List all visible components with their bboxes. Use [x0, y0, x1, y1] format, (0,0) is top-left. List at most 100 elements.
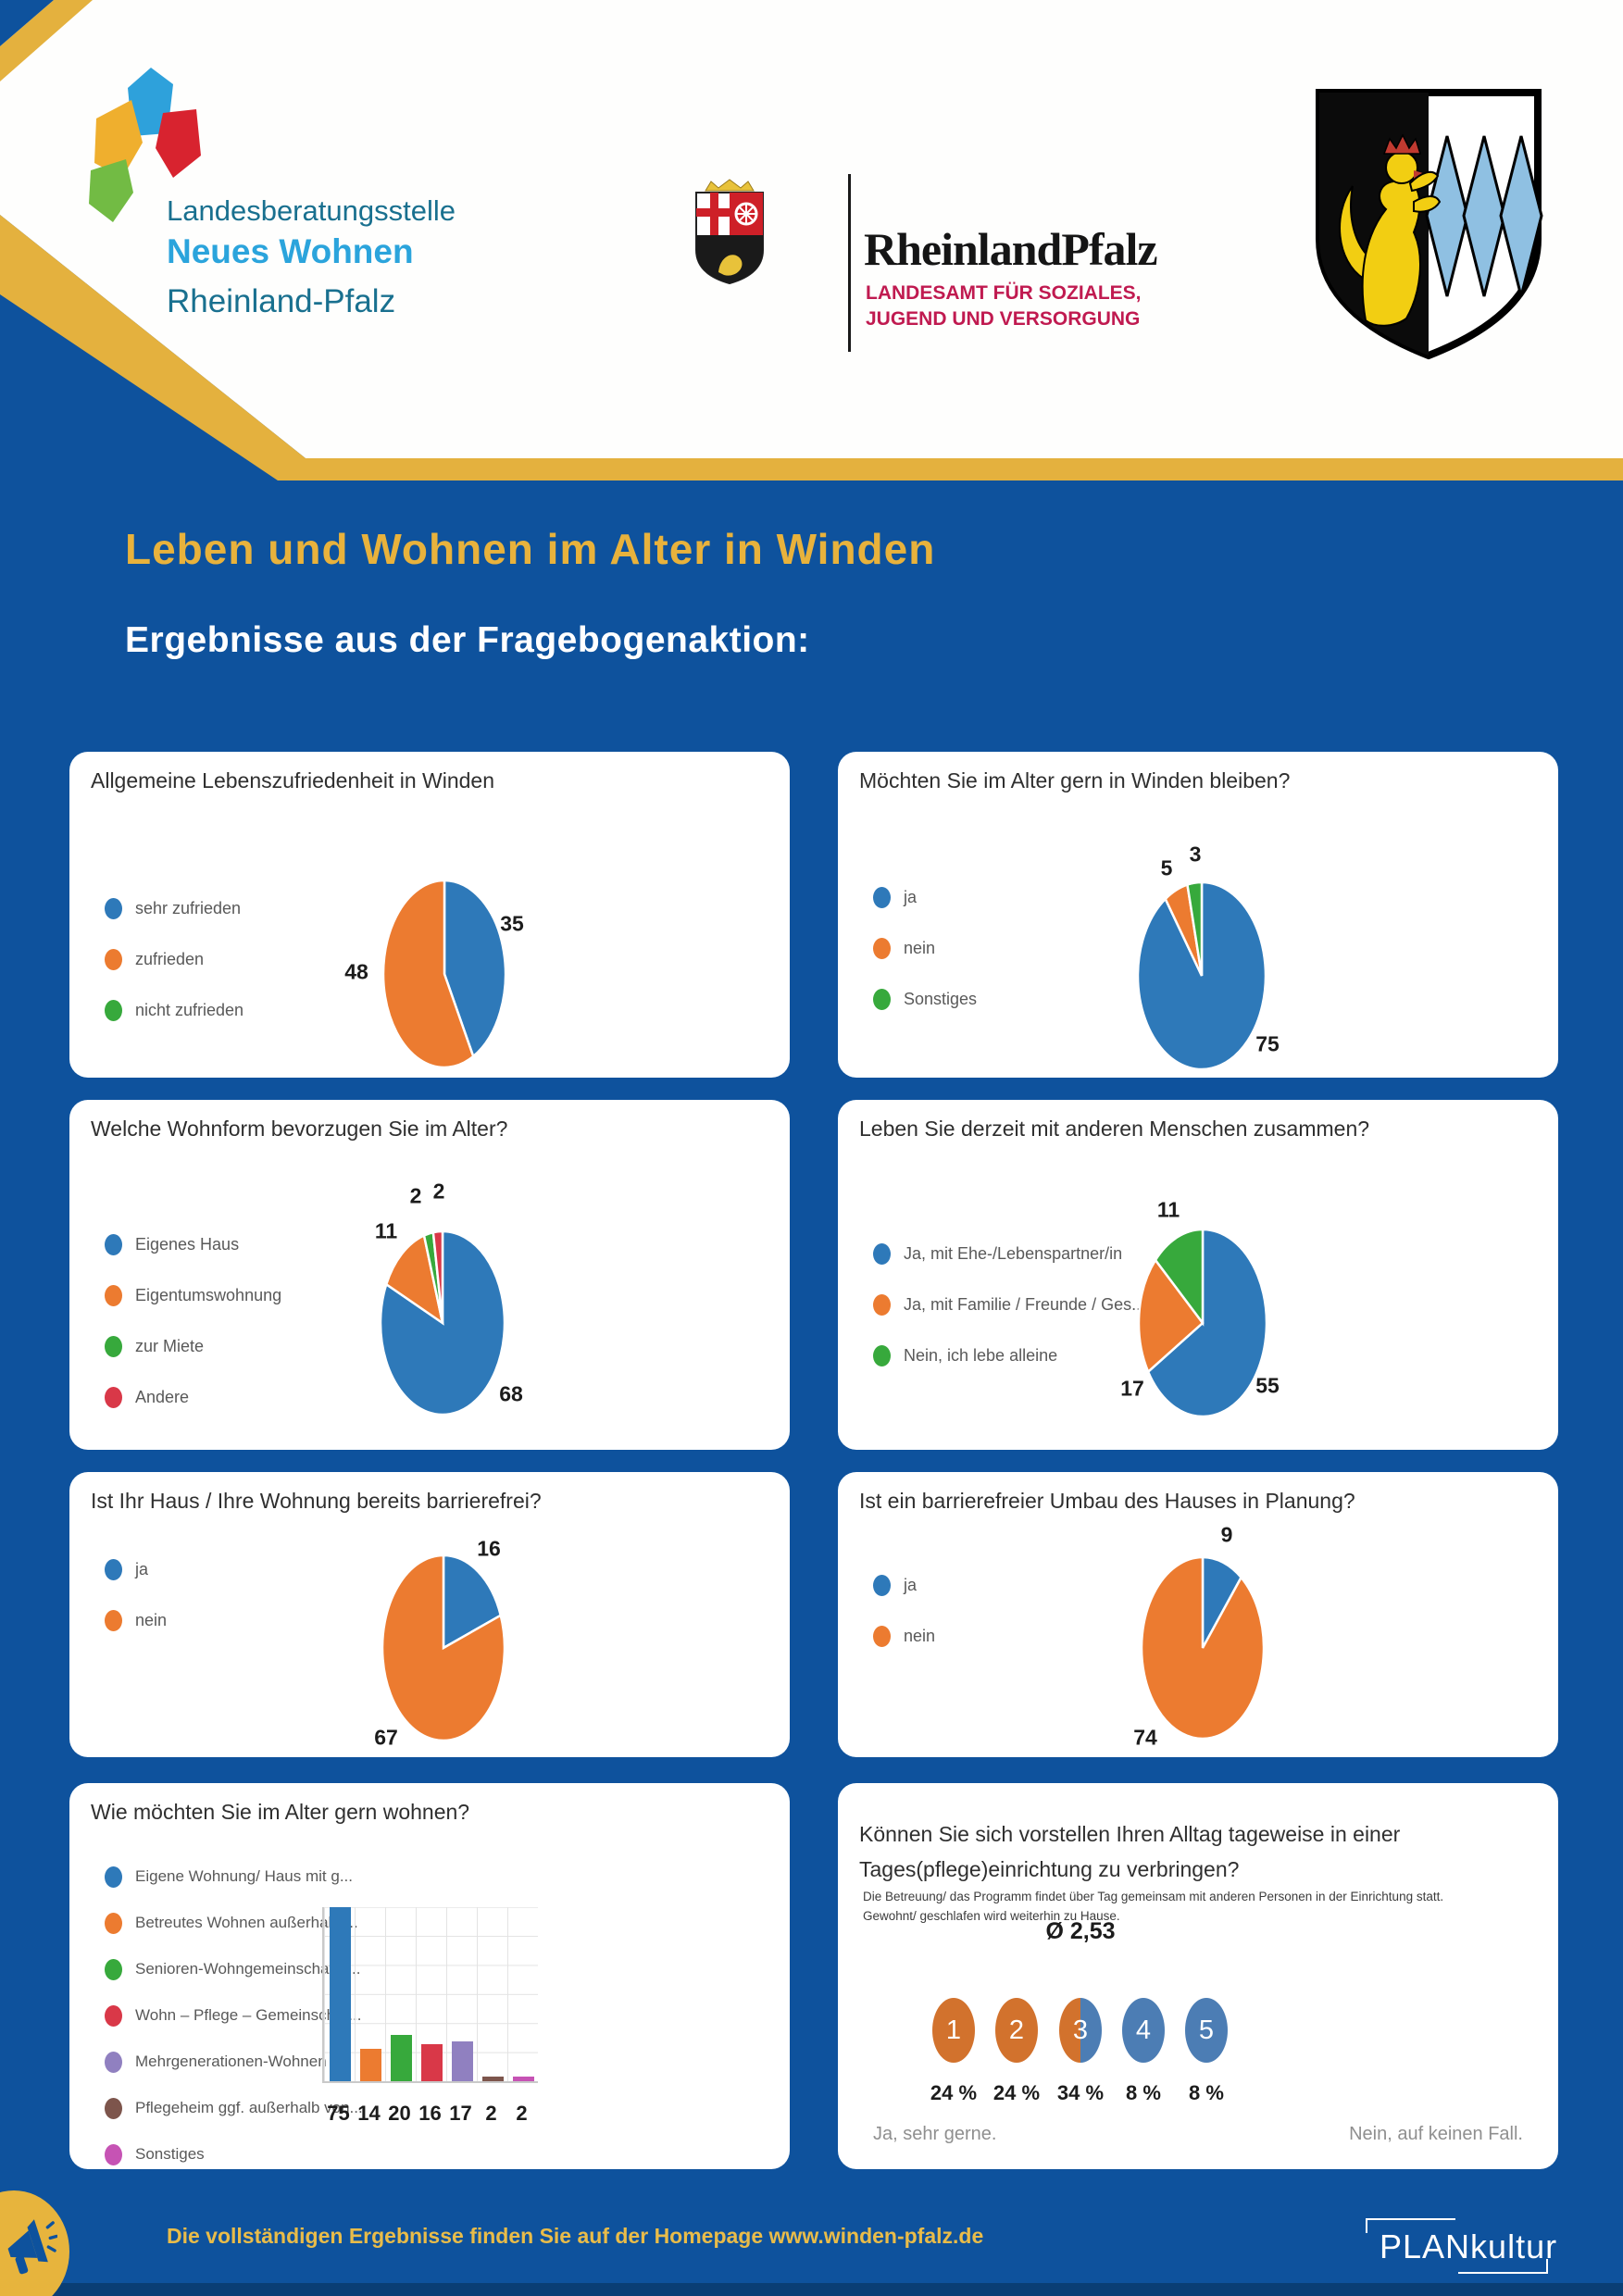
- pie-value-label: 68: [499, 1381, 523, 1406]
- bar-value-label: 17: [449, 2102, 472, 2125]
- pie-chart: 5 3 75: [838, 752, 1558, 1078]
- legend-item: ja: [105, 1544, 167, 1595]
- percent-label: 8 %: [1126, 2081, 1161, 2104]
- footer-homepage-text: Die vollständigen Ergebnisse finden Sie …: [167, 2224, 984, 2248]
- card-note: Die Betreuung/ das Programm findet über …: [863, 1890, 1444, 1923]
- scale-anchor-right: Nein, auf keinen Fall.: [1349, 2124, 1523, 2144]
- pie-slice: [1137, 1257, 1205, 1374]
- pie-slice: [1186, 880, 1204, 977]
- bar-value-label: 2: [485, 2102, 497, 2125]
- landesamt-line2: JUGEND UND VERSORGUNG: [866, 308, 1141, 330]
- pie-value-label: 74: [1133, 1725, 1157, 1750]
- pie-chart-svg: [1140, 1555, 1266, 1741]
- legend-dot-icon: [105, 1559, 122, 1580]
- legend-dot-icon: [105, 1912, 122, 1934]
- bottom-strip: [0, 2283, 1623, 2296]
- page-subtitle: Ergebnisse aus der Fragebogenaktion:: [125, 620, 810, 660]
- bar-value-label: 14: [357, 2102, 381, 2125]
- rating-circle: 4: [1122, 1998, 1165, 2063]
- card-q8: Können Sie sich vorstellen Ihren Alltag …: [838, 1783, 1558, 2169]
- pie-chart-svg: [381, 879, 507, 1069]
- winden-coat-of-arms-icon: [1316, 89, 1543, 360]
- bar-value-label: 16: [418, 2102, 442, 2125]
- legend-dot-icon: [105, 949, 122, 970]
- legend-item: Sonstiges: [105, 2131, 363, 2177]
- legend-item: Sonstiges: [873, 974, 977, 1025]
- legend-item: Betreutes Wohnen außerhalb ...: [105, 1900, 363, 1946]
- legend-label: Wohn – Pflege – Gemeinschaf...: [135, 2006, 362, 2024]
- legend-dot-icon: [873, 1243, 891, 1265]
- legend-label: Eigentumswohnung: [135, 1286, 282, 1304]
- legend-label: Nein, ich lebe alleine: [904, 1346, 1058, 1365]
- card-q2: Möchten Sie im Alter gern in Winden blei…: [838, 752, 1558, 1078]
- legend-dot-icon: [105, 2143, 122, 2165]
- legend-dot-icon: [873, 887, 891, 908]
- pie-chart-svg: [1136, 880, 1267, 1071]
- card-q4: Leben Sie derzeit mit anderen Menschen z…: [838, 1100, 1558, 1450]
- legend-label: ja: [904, 1576, 918, 1594]
- landesamt-line1: LANDESAMT FÜR SOZIALES,: [866, 282, 1142, 304]
- legend-label: Mehrgenerationen-Wohnen: [135, 2053, 327, 2070]
- legend-label: Pflegeheim ggf. außerhalb von...: [135, 2099, 363, 2116]
- legend-item: nein: [873, 923, 977, 974]
- percent-label: 24 %: [993, 2081, 1041, 2104]
- pie-slice: [1154, 1228, 1205, 1327]
- neues-wohnen-houses-icon: [89, 68, 201, 222]
- card-title: Leben Sie derzeit mit anderen Menschen z…: [859, 1117, 1370, 1141]
- plankultur-logo: PLANkultur: [1380, 2227, 1558, 2265]
- legend-label: Sonstiges: [135, 2145, 205, 2163]
- logo-text-landesberatungsstelle: Landesberatungsstelle: [167, 194, 456, 227]
- legend-item: Ja, mit Ehe-/Lebenspartner/in: [873, 1229, 1141, 1279]
- pie-slice: [381, 1554, 506, 1742]
- card-q1: Allgemeine Lebenszufriedenheit in Winden…: [69, 752, 790, 1078]
- legend-label: nicht zufrieden: [135, 1001, 244, 1019]
- pie-chart: 9 74: [838, 1472, 1558, 1757]
- legend-label: zur Miete: [135, 1337, 205, 1355]
- legend-label: ja: [135, 1560, 149, 1578]
- legend-label: nein: [904, 939, 936, 957]
- card-q7: Wie möchten Sie im Alter gern wohnen? Ei…: [69, 1783, 790, 2169]
- legend-item: Eigentumswohnung: [105, 1270, 281, 1321]
- chart-legend: sehr zufrieden zufrieden nicht zufrieden: [105, 883, 243, 1036]
- legend-dot-icon: [105, 1285, 122, 1306]
- rlp-brand-text: RheinlandPfalz: [864, 223, 1158, 275]
- pie-slice: [1146, 1228, 1268, 1418]
- bar: [452, 2041, 473, 2081]
- bar: [482, 2077, 504, 2081]
- rlp-coat-of-arms-icon: [695, 179, 764, 285]
- legend-label: Senioren-Wohngemeinschaft (...: [135, 1960, 361, 1978]
- legend-label: Ja, mit Ehe-/Lebenspartner/in: [904, 1244, 1123, 1263]
- rating-scale: 1 24 % 2 24 % 3 34 % 4 8 % 5 8 %: [838, 1783, 1558, 2169]
- logo-text-rheinland-pfalz: Rheinland-Pfalz: [167, 283, 396, 319]
- legend-dot-icon: [105, 2051, 122, 2073]
- plankultur-bracket-bottom: [1458, 2259, 1548, 2274]
- card-title: Wie möchten Sie im Alter gern wohnen?: [91, 1800, 470, 1824]
- pie-chart-svg: [379, 1229, 506, 1416]
- legend-item: Eigene Wohnung/ Haus mit g...: [105, 1853, 363, 1900]
- card-title: Ist Ihr Haus / Ihre Wohnung bereits barr…: [91, 1489, 542, 1513]
- chart-legend: Eigenes Haus Eigentumswohnung zur Miete And…: [105, 1219, 281, 1423]
- pie-value-label: 75: [1255, 1031, 1280, 1056]
- pie-value-label: 9: [1220, 1522, 1233, 1547]
- logo-divider: [848, 174, 851, 352]
- legend-label: Sonstiges: [904, 990, 978, 1008]
- chart-legend: Eigene Wohnung/ Haus mit g... Betreutes W…: [105, 1853, 363, 2177]
- legend-item: Pflegeheim ggf. außerhalb von...: [105, 2085, 363, 2131]
- card-title: Möchten Sie im Alter gern in Winden blei…: [859, 768, 1291, 792]
- bar: [513, 2077, 534, 2081]
- card-q5: Ist Ihr Haus / Ihre Wohnung bereits barr…: [69, 1472, 790, 1757]
- legend-item: ja: [873, 1560, 935, 1611]
- pie-chart-svg: [381, 1554, 506, 1742]
- pie-value-label: 3: [1189, 842, 1202, 867]
- bar: [330, 1907, 351, 2081]
- pie-value-label: 11: [374, 1218, 398, 1243]
- chart-legend: ja nein Sonstiges: [873, 872, 977, 1025]
- pie-value-label: 48: [344, 959, 368, 984]
- pie-chart: 35 48: [69, 752, 790, 1078]
- legend-label: Andere: [135, 1388, 190, 1406]
- legend-item: nein: [873, 1611, 935, 1662]
- plankultur-bracket-top: [1366, 2218, 1455, 2233]
- bar: [360, 2048, 381, 2081]
- pie-chart: 11 2 2 68: [69, 1100, 790, 1450]
- legend-item: Mehrgenerationen-Wohnen: [105, 2039, 363, 2085]
